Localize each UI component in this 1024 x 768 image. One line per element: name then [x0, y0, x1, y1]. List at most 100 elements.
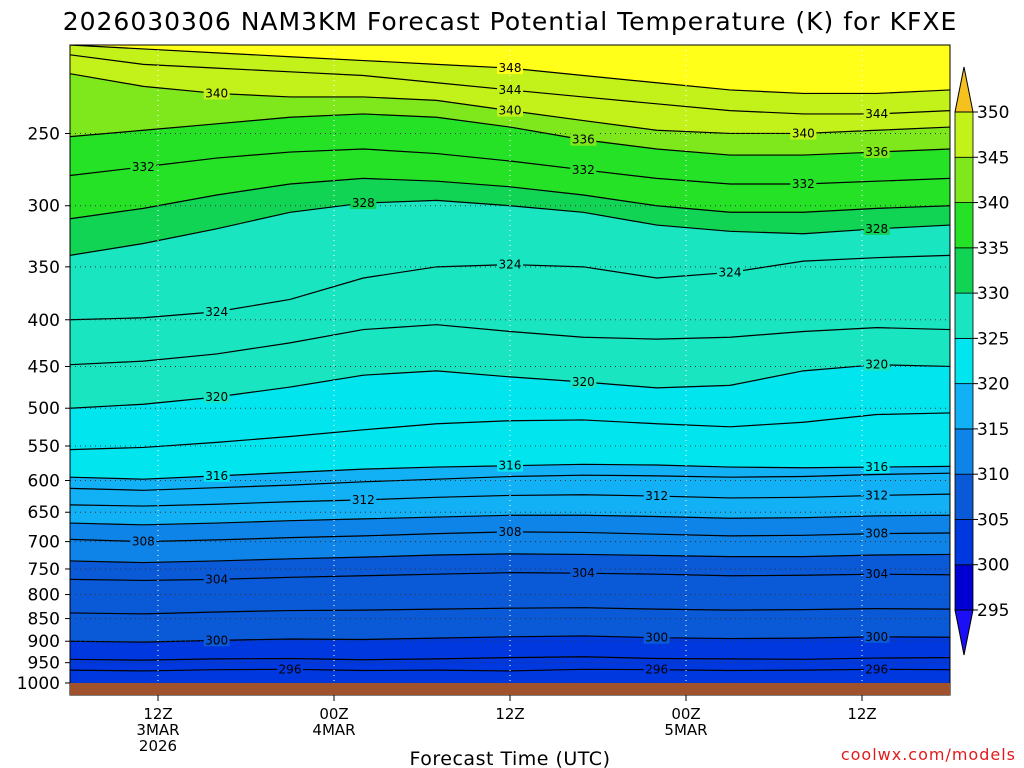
contour-label: 312: [863, 488, 890, 502]
y-tick-label: 700: [28, 533, 60, 553]
contour-label: 308: [497, 524, 523, 539]
colorbar-tick-label: 320: [977, 375, 1009, 395]
colorbar-tick-label: 350: [977, 103, 1009, 123]
contour-label-text: 336: [572, 133, 595, 147]
contour-label-text: 308: [499, 525, 522, 539]
isentrope-298: [70, 656, 950, 661]
x-tick-label: 12Z: [143, 705, 172, 723]
contour-label: 312: [350, 492, 377, 507]
contour-label-text: 344: [865, 107, 888, 121]
y-tick-label: 650: [28, 503, 60, 523]
isentrope-330: [70, 177, 950, 220]
contour-label-text: 328: [865, 222, 888, 236]
contour-label-text: 320: [865, 358, 888, 372]
chart-title: 2026030306 NAM3KM Forecast Potential Tem…: [63, 7, 958, 36]
contour-label: 308: [863, 526, 890, 541]
contour-label-text: 320: [572, 375, 595, 389]
x-tick-label: 00Z: [671, 705, 700, 723]
colorbar-tick-label: 330: [977, 284, 1009, 304]
contour-label: 300: [203, 633, 230, 647]
y-tick-label: 1000: [17, 674, 60, 694]
contour-labels: 340 348 344 340 336 332 340 344 332 336 332 328 328 3…: [130, 61, 890, 677]
isentrope-322: [70, 324, 950, 366]
contour-label: 316: [203, 468, 230, 483]
contour-label-text: 344: [499, 83, 522, 97]
contour-label-text: 312: [645, 489, 668, 503]
contour-label-text: 296: [865, 662, 888, 676]
contour-label-text: 308: [865, 527, 888, 541]
contour-label-text: 296: [279, 662, 302, 676]
y-tick-label: 600: [28, 472, 60, 492]
contour-label-text: 304: [865, 567, 888, 581]
y-tick-label: 300: [28, 197, 60, 217]
contour-label: 300: [863, 629, 890, 644]
contour-label: 300: [643, 630, 670, 645]
contour-fill-area: [70, 45, 950, 683]
isentrope-lines: [70, 45, 950, 672]
x-axis-label: Forecast Time (UTC): [410, 748, 611, 768]
colorbar-swatch: [954, 337, 974, 385]
isentrope-306: [70, 553, 950, 564]
contour-label: 340: [203, 86, 230, 100]
contour-label-text: 308: [132, 535, 155, 549]
contour-label-text: 300: [645, 631, 668, 645]
contour-label-text: 324: [719, 265, 742, 279]
contour-label: 340: [790, 126, 817, 140]
colorbar-swatch: [954, 519, 974, 566]
colorbar-tick-label: 315: [977, 420, 1009, 440]
contour-label-text: 340: [499, 104, 522, 118]
contour-label-text: 348: [499, 61, 522, 75]
y-tick-label: 450: [28, 357, 60, 377]
x-tick-label: 4MAR: [312, 721, 355, 739]
contour-label: 332: [790, 177, 817, 191]
colorbar-tick-label: 335: [977, 239, 1009, 259]
contour-label: 320: [570, 375, 597, 389]
y-tick-label: 250: [28, 124, 60, 144]
contour-label: 336: [570, 132, 597, 147]
contour-label: 348: [497, 61, 523, 75]
contour-label-text: 316: [865, 460, 888, 474]
x-tick-label: 12Z: [495, 705, 524, 723]
contour-label: 336: [863, 145, 890, 159]
contour-label-text: 336: [865, 145, 888, 159]
colorbar-tick-label: 305: [977, 510, 1009, 530]
contour-label: 320: [863, 357, 890, 372]
contour-label: 316: [497, 458, 523, 473]
contour-label-text: 340: [205, 86, 228, 100]
contour-label: 324: [203, 304, 230, 319]
y-tick-label: 850: [28, 610, 60, 630]
contour-label: 344: [497, 82, 523, 97]
colorbar-swatch: [954, 473, 974, 520]
colorbar-swatch: [954, 383, 974, 430]
contour-label-text: 296: [645, 663, 668, 677]
contour-label-text: 320: [205, 390, 228, 404]
x-tick-label: 00Z: [319, 705, 348, 723]
contour-label: 296: [863, 662, 890, 676]
colorbar-tick-label: 295: [977, 601, 1009, 621]
colorbar-swatch: [954, 564, 974, 611]
x-tick-label: 5MAR: [664, 721, 707, 739]
colorbar-tick-label: 310: [977, 465, 1009, 485]
y-tick-label: 900: [28, 632, 60, 652]
contour-label-text: 324: [499, 258, 522, 272]
y-tick-label: 950: [28, 654, 60, 674]
colorbar-swatch: [954, 292, 974, 339]
contour-label: 340: [497, 103, 523, 118]
y-axis: 2503003504004505005506006507007508008509…: [17, 124, 70, 694]
x-tick-label: 12Z: [847, 705, 876, 723]
contour-label: 332: [130, 159, 157, 174]
contour-label-text: 300: [865, 630, 888, 644]
y-tick-label: 400: [28, 311, 60, 331]
contour-label: 304: [570, 566, 597, 580]
colorbar-high-arrow: [954, 66, 974, 113]
ground-strip: [70, 683, 950, 695]
colorbar-swatch: [954, 247, 974, 294]
contour-label: 296: [643, 662, 670, 677]
contour-label-text: 340: [792, 126, 815, 140]
contour-label: 324: [717, 265, 743, 279]
contour-label-text: 316: [205, 469, 228, 483]
fill-band-348: [70, 45, 950, 94]
contour-label-text: 312: [865, 488, 888, 502]
